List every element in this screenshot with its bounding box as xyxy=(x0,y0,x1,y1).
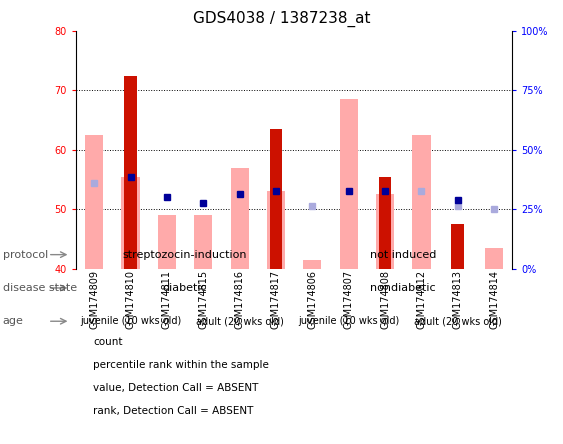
Bar xyxy=(452,224,464,269)
Bar xyxy=(85,135,103,269)
Text: adult (20 wks old): adult (20 wks old) xyxy=(414,316,502,326)
Bar xyxy=(267,191,285,269)
Text: juvenile (10 wks old): juvenile (10 wks old) xyxy=(298,316,399,326)
Bar xyxy=(376,194,394,269)
Text: adult (20 wks old): adult (20 wks old) xyxy=(196,316,284,326)
Bar xyxy=(379,177,391,269)
Bar xyxy=(194,215,212,269)
Bar xyxy=(412,135,431,269)
Text: GDS4038 / 1387238_at: GDS4038 / 1387238_at xyxy=(193,11,370,27)
Text: diabetic: diabetic xyxy=(163,283,207,293)
Bar xyxy=(122,177,140,269)
Bar xyxy=(124,75,137,269)
Text: percentile rank within the sample: percentile rank within the sample xyxy=(93,360,269,370)
Text: not induced: not induced xyxy=(370,250,436,260)
Text: count: count xyxy=(93,337,122,347)
Text: value, Detection Call = ABSENT: value, Detection Call = ABSENT xyxy=(93,383,258,393)
Bar xyxy=(485,248,503,269)
Text: disease state: disease state xyxy=(3,283,77,293)
Bar xyxy=(230,168,249,269)
Text: rank, Detection Call = ABSENT: rank, Detection Call = ABSENT xyxy=(93,406,253,416)
Text: age: age xyxy=(3,316,24,326)
Bar xyxy=(303,260,321,269)
Bar xyxy=(158,215,176,269)
Bar xyxy=(339,99,358,269)
Text: streptozocin-induction: streptozocin-induction xyxy=(123,250,247,260)
Bar xyxy=(270,129,283,269)
Text: protocol: protocol xyxy=(3,250,48,260)
Text: nondiabetic: nondiabetic xyxy=(370,283,436,293)
Text: juvenile (10 wks old): juvenile (10 wks old) xyxy=(80,316,181,326)
